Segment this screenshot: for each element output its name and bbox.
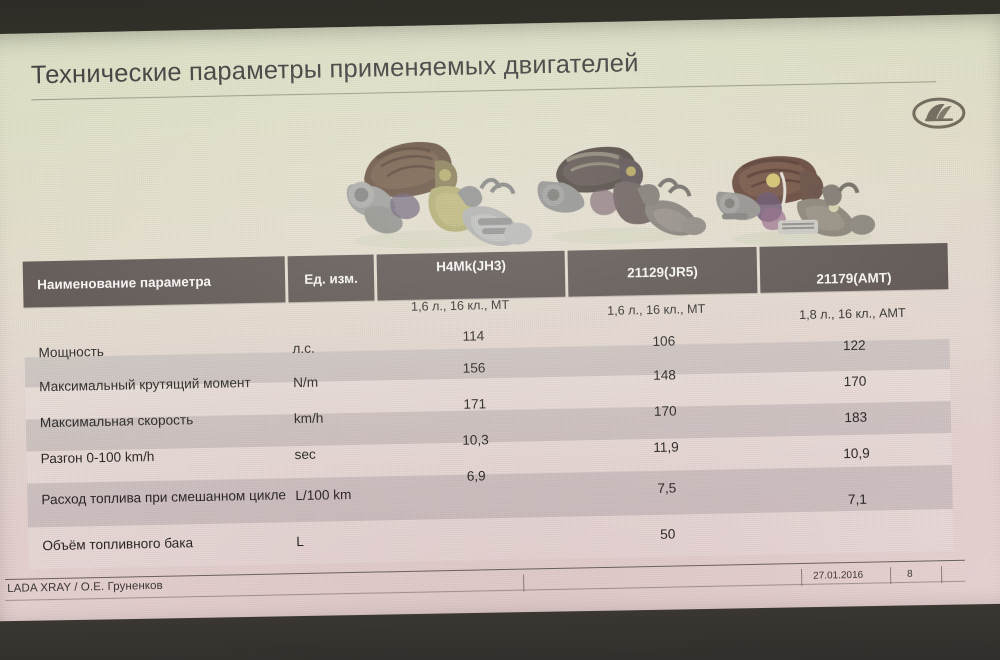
spec-spacer-unit (275, 301, 362, 333)
row-unit: L/100 km (295, 486, 352, 503)
row-label: Максимальная скорость (39, 412, 194, 431)
row-label: Максимальный крутящий момент (39, 375, 251, 395)
row-label: Разгон 0-100 km/h (40, 449, 155, 467)
row-value-col3: 7,1 (847, 491, 868, 508)
header-parameter: Наименование параметра (22, 256, 286, 308)
row-value-col1: 156 (462, 360, 486, 376)
row-value-col1: 171 (463, 396, 487, 412)
header-column-2: 21129(JR5) (567, 246, 758, 297)
header-column-1: H4Mk(JH3) (376, 250, 566, 301)
row-value-col2: 11,9 (653, 438, 679, 455)
row-value-col3: 122 (842, 337, 866, 354)
row-value-col2: 106 (652, 332, 676, 349)
row-value-col1: 10,3 (462, 432, 489, 448)
row-value-col3: 10,9 (843, 445, 870, 462)
engine-21129-photo (537, 146, 707, 244)
slide-surface: Технические параметры применяемых двигат… (0, 13, 1000, 635)
row-label: Мощность (38, 344, 105, 361)
row-value-col2: 148 (653, 366, 677, 383)
spec-column-2: 1,6 л., 16 кл., МТ (607, 301, 706, 318)
row-value-col1: 6,9 (466, 468, 486, 484)
row-value-col3: 183 (844, 409, 868, 426)
footer-date: 27.01.2016 (813, 569, 864, 582)
row-value-col2: 170 (653, 402, 677, 419)
engine-specs-table: Наименование параметра Ед. изм. H4Mk(JH3… (22, 243, 954, 570)
row-value-col3: 170 (843, 373, 867, 390)
lada-logo (912, 97, 967, 130)
row-unit: л.с. (292, 340, 315, 356)
engine-h4mk-photo (346, 141, 533, 249)
footer-page-number: 8 (906, 568, 913, 580)
spec-spacer-parameter (24, 303, 273, 338)
engine-photo-strip (310, 113, 932, 253)
spec-column-1: 1,6 л., 16 кл., МТ (410, 297, 510, 314)
row-value-col1: 114 (462, 328, 485, 344)
header-column-3: 21179(АМТ) (759, 243, 949, 293)
row-label: Объём топливного бака (42, 535, 194, 554)
header-unit: Ед. изм. (287, 254, 375, 303)
row-unit: L (296, 533, 305, 549)
row-unit: km/h (293, 410, 324, 426)
row-unit: N/m (292, 374, 319, 390)
row-unit: sec (294, 446, 316, 462)
spec-column-3: 1,8 л., 16 кл., АМТ (799, 305, 906, 322)
row-label: Расход топлива при смешанном цикле (41, 487, 287, 508)
row-value-col2: 7,5 (657, 479, 677, 496)
engine-21179-photo (716, 156, 876, 247)
